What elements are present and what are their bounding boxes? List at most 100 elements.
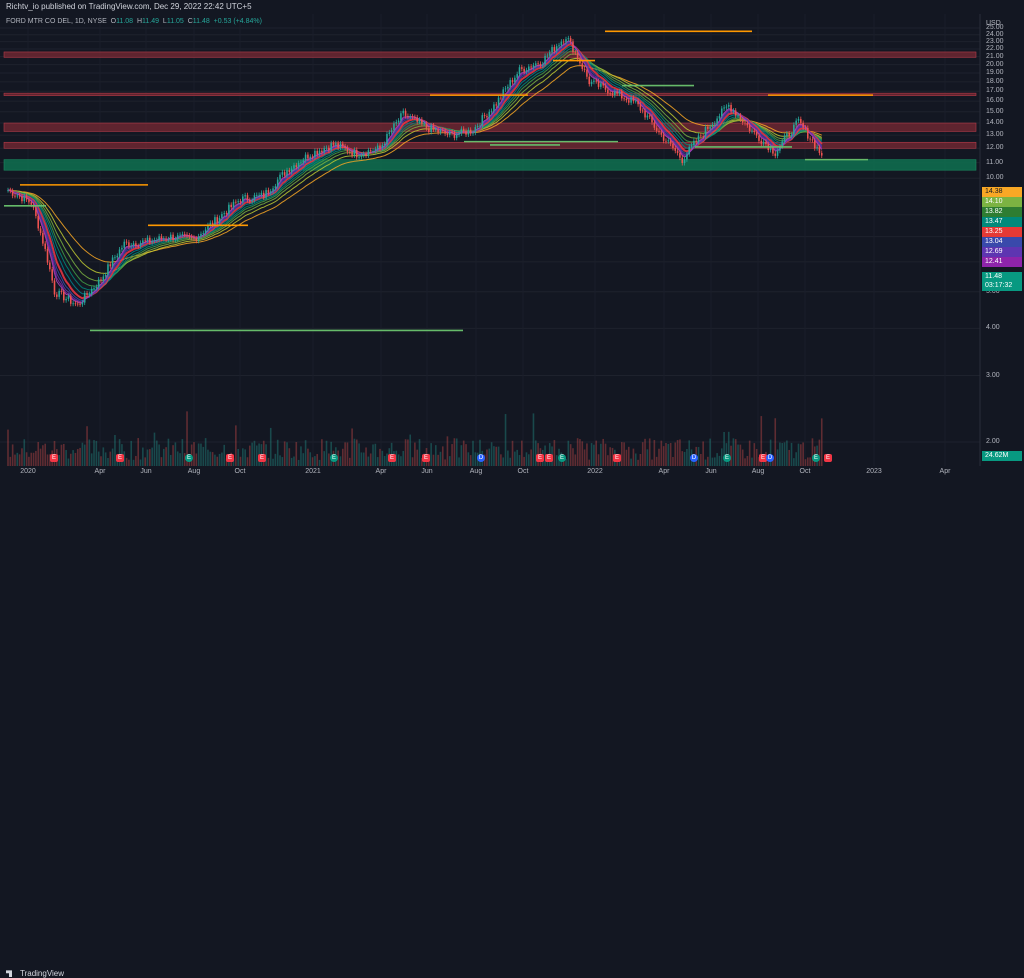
volume-bar	[202, 446, 205, 466]
earnings-marker[interactable]: E	[50, 454, 58, 462]
candle-body	[486, 116, 488, 118]
candle-body	[255, 194, 258, 196]
volume-bar	[616, 458, 618, 466]
candle-body	[242, 196, 244, 203]
earnings-marker[interactable]: E	[824, 454, 832, 462]
volume-bars	[7, 411, 823, 466]
candle-body	[302, 160, 305, 163]
candle-body	[195, 238, 198, 241]
tradingview-logo[interactable]: TradingView	[6, 969, 64, 978]
candle-body	[72, 303, 74, 305]
earnings-marker[interactable]: E	[613, 454, 621, 462]
candle-body	[514, 77, 516, 83]
volume-bar	[60, 444, 63, 466]
volume-bar	[144, 457, 146, 466]
publisher-text: Richtv_io published on TradingView.com, …	[6, 2, 252, 11]
dividend-marker[interactable]: D	[477, 454, 485, 462]
volume-bar	[374, 443, 377, 466]
candle-body	[776, 150, 779, 156]
candle-body	[53, 280, 56, 295]
candle-body	[97, 279, 100, 287]
volume-bar	[314, 456, 316, 466]
candle-body	[630, 97, 632, 103]
volume-bar	[14, 454, 16, 466]
candle-body	[574, 52, 577, 54]
candle-body	[351, 152, 353, 156]
candle-body	[558, 45, 560, 47]
candle-body	[51, 269, 53, 281]
earnings-marker[interactable]: E	[330, 454, 338, 462]
volume-bar	[16, 452, 19, 466]
volume-bar	[158, 444, 160, 466]
candle-body	[811, 139, 814, 141]
earnings-marker[interactable]: E	[545, 454, 553, 462]
volume-bar	[453, 438, 456, 466]
earnings-marker[interactable]: E	[536, 454, 544, 462]
volume-bar	[262, 440, 265, 466]
earnings-marker[interactable]: E	[723, 454, 731, 462]
earnings-marker[interactable]: E	[759, 454, 767, 462]
dividend-marker[interactable]: D	[690, 454, 698, 462]
candle-body	[342, 143, 344, 147]
candle-body	[346, 147, 349, 152]
volume-bar	[414, 442, 416, 466]
dividend-marker[interactable]: D	[766, 454, 774, 462]
earnings-marker[interactable]: E	[226, 454, 234, 462]
candle-body	[56, 294, 58, 297]
volume-bar	[707, 456, 709, 466]
candle-body	[288, 170, 291, 173]
earnings-marker[interactable]: E	[422, 454, 430, 462]
volume-bar	[776, 449, 779, 466]
candle-body	[686, 154, 688, 160]
earnings-marker[interactable]: E	[185, 454, 193, 462]
candle-body	[190, 236, 193, 238]
volume-bar	[641, 442, 644, 466]
earnings-marker[interactable]: E	[558, 454, 566, 462]
volume-bar	[493, 446, 495, 466]
candle-body	[46, 248, 49, 263]
candle-body	[714, 123, 716, 125]
candle-body	[462, 128, 465, 131]
volume-bar	[156, 440, 158, 466]
earnings-marker[interactable]: E	[812, 454, 820, 462]
brand-text: TradingView	[20, 969, 65, 978]
candle-body	[158, 236, 160, 240]
earnings-marker[interactable]: E	[116, 454, 124, 462]
volume-bar	[576, 438, 579, 466]
candle-body	[748, 125, 751, 131]
candle-body	[769, 147, 772, 150]
candle-body	[504, 88, 507, 90]
volume-bar	[720, 448, 723, 466]
volume-bar	[300, 446, 302, 466]
volume-bar	[455, 438, 458, 466]
candle-body	[446, 133, 449, 135]
y-tick-label: 10.00	[986, 174, 1004, 182]
candle-body	[795, 120, 797, 125]
volume-bar	[653, 439, 656, 466]
volume-bar	[330, 441, 332, 466]
x-tick-label: Aug	[469, 468, 483, 475]
badge-last-price: 11.48	[982, 272, 1022, 282]
candle-body	[18, 195, 21, 197]
candle-body	[765, 141, 767, 145]
volume-bar	[360, 452, 363, 466]
candle-body	[9, 190, 12, 191]
volume-bar	[820, 418, 823, 466]
badge-ema-8: 12.41	[982, 257, 1022, 267]
volume-bar	[462, 440, 465, 466]
volume-bar	[344, 442, 346, 466]
x-tick-label: Oct	[517, 468, 529, 475]
volume-bar	[162, 448, 165, 466]
earnings-marker[interactable]: E	[388, 454, 396, 462]
volume-bar	[362, 452, 365, 466]
volume-bar	[216, 456, 219, 466]
candle-body	[465, 130, 467, 135]
volume-bar	[225, 458, 228, 466]
candle-body	[337, 143, 339, 148]
earnings-marker[interactable]: E	[258, 454, 266, 462]
badge-countdown: 03:17:32	[982, 281, 1022, 291]
candle-body	[74, 303, 77, 305]
candle-body	[681, 157, 684, 164]
volume-bar	[323, 451, 325, 466]
volume-bar	[81, 442, 84, 466]
